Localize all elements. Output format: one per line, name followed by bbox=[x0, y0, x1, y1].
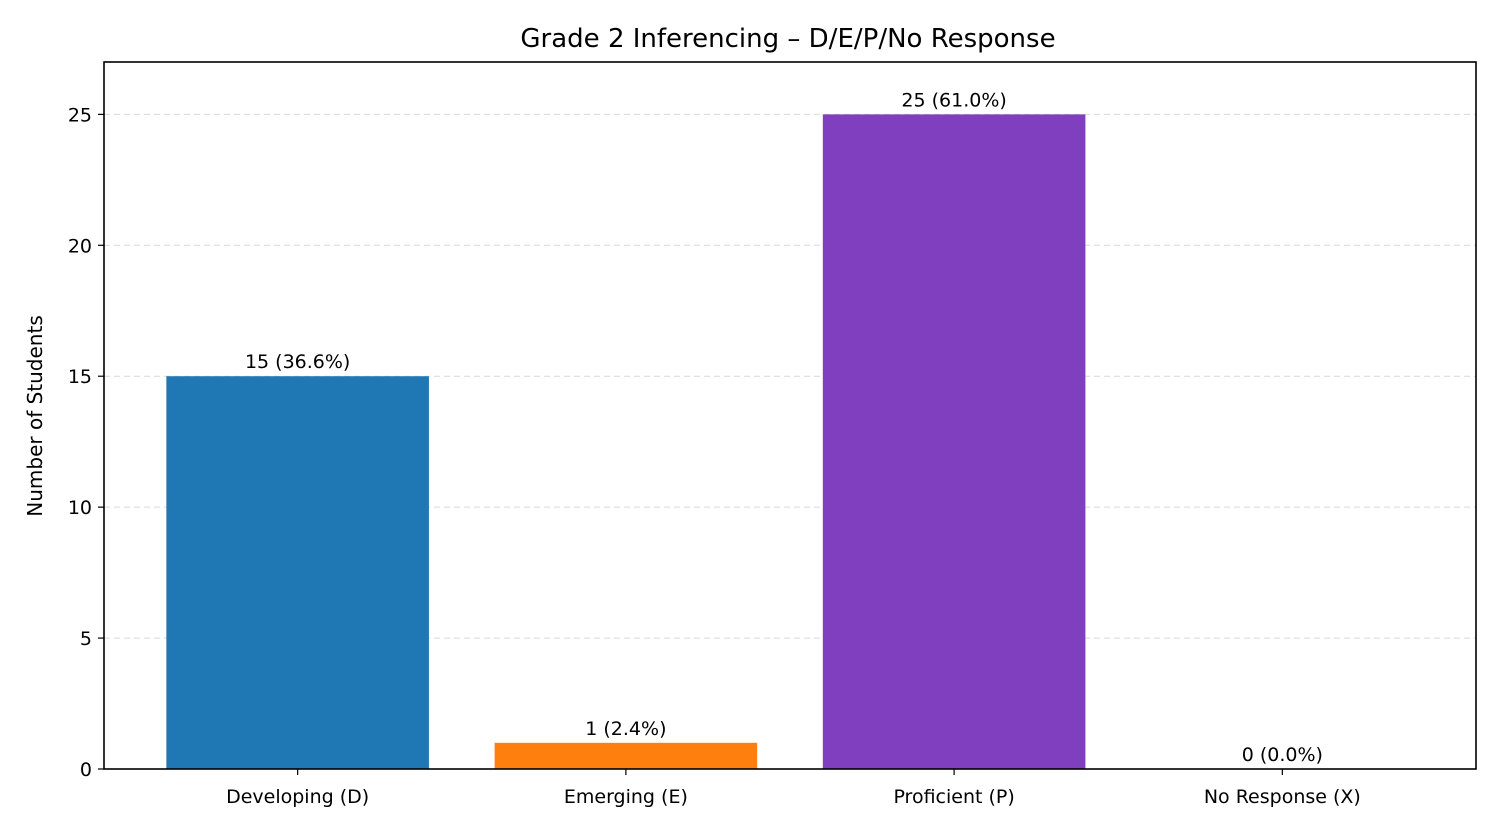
bar bbox=[166, 376, 429, 769]
y-tick-label: 0 bbox=[80, 759, 92, 781]
bar-data-label: 15 (36.6%) bbox=[245, 351, 350, 373]
bar-data-label: 25 (61.0%) bbox=[901, 89, 1006, 111]
x-tick-label: Emerging (E) bbox=[564, 786, 688, 808]
bar bbox=[494, 742, 758, 769]
y-tick-label: 10 bbox=[68, 497, 92, 519]
x-tick-label: No Response (X) bbox=[1204, 786, 1361, 808]
x-tick-label: Developing (D) bbox=[226, 786, 369, 808]
chart-title: Grade 2 Inferencing – D/E/P/No Response bbox=[520, 24, 1055, 54]
bar-data-label: 1 (2.4%) bbox=[585, 718, 666, 740]
y-axis-label: Number of Students bbox=[23, 315, 47, 516]
bar bbox=[822, 114, 1086, 770]
y-tick-label: 25 bbox=[68, 104, 92, 126]
y-tick-label: 15 bbox=[68, 366, 92, 388]
bar-data-label: 0 (0.0%) bbox=[1242, 744, 1323, 766]
y-tick-label: 5 bbox=[80, 628, 92, 650]
x-tick-label: Proficient (P) bbox=[893, 786, 1014, 808]
y-tick-label: 20 bbox=[68, 235, 92, 257]
plot-frame bbox=[103, 61, 1477, 770]
